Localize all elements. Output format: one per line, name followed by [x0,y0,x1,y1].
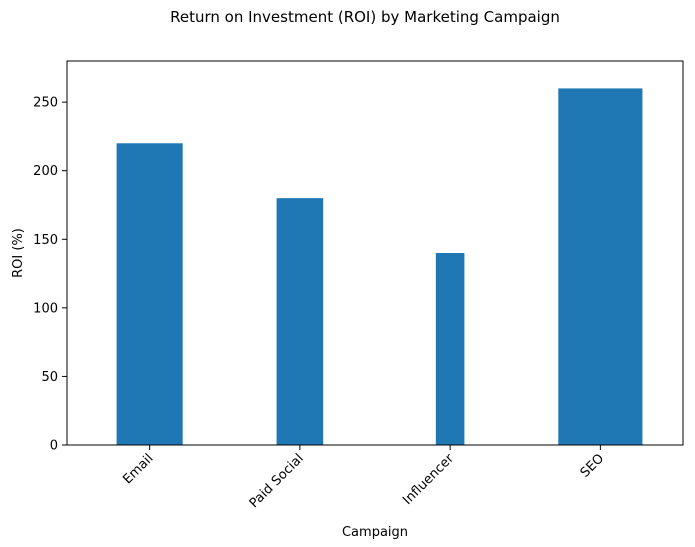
x-tick-label: Influencer [400,451,457,508]
y-axis: 0 50 100 150 200 250 [33,96,67,454]
y-tick-label: 0 [50,439,58,454]
chart-title: Return on Investment (ROI) by Marketing … [170,8,560,26]
bar-paid-social [276,198,324,445]
y-tick-label: 50 [41,370,58,385]
x-tick-label: Email [120,451,156,487]
bar-influencer [435,253,465,445]
y-tick-label: 100 [33,301,58,316]
x-tick-label: SEO [578,451,607,480]
y-tick-label: 200 [33,164,58,179]
y-axis-label: ROI (%) [11,228,26,278]
bar-seo [558,88,643,445]
bar-email [116,143,183,446]
plot-frame [66,60,684,446]
y-tick-label: 250 [33,96,58,111]
x-axis-label: Campaign [342,525,408,540]
y-tick-label: 150 [33,233,58,248]
x-tick-label: Paid Social [247,451,307,511]
x-axis: Email Paid Social Influencer SEO [120,445,607,511]
plot-area [116,88,643,446]
